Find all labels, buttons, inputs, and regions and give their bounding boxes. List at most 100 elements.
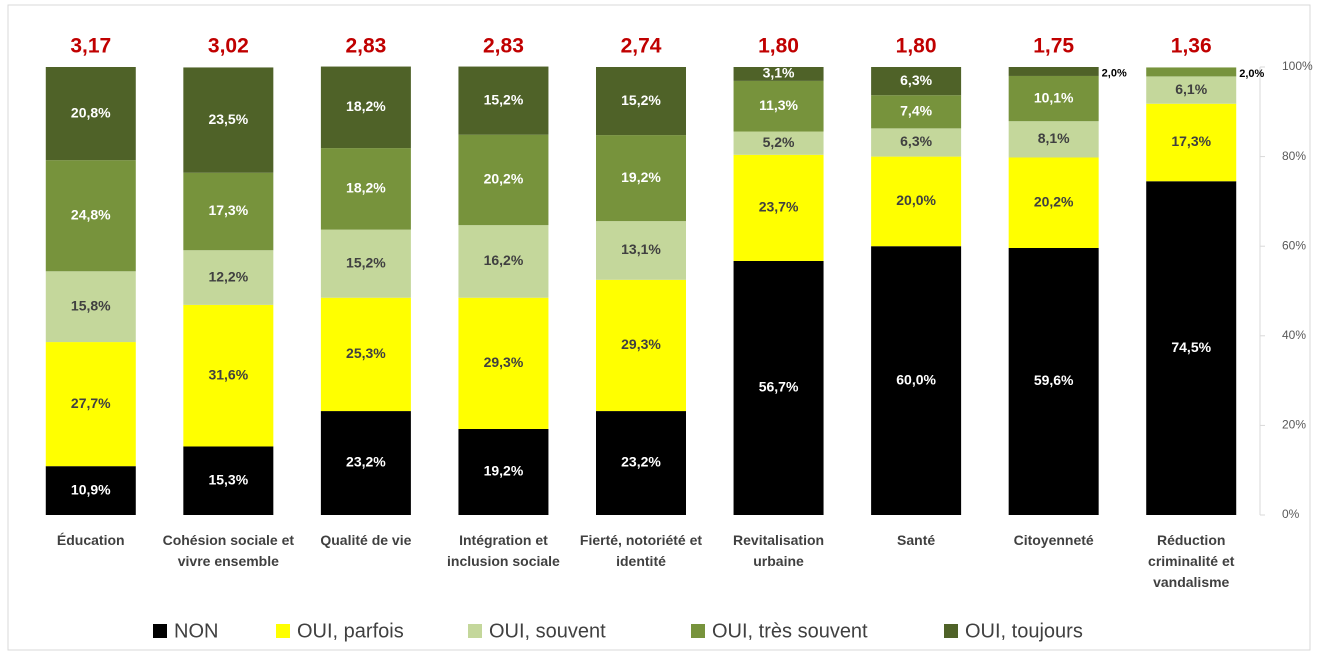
value-label: 74,5% xyxy=(1171,339,1211,355)
bar-segment xyxy=(1008,67,1099,76)
legend-swatch xyxy=(468,624,482,638)
bar-segment xyxy=(183,250,274,305)
value-label: 15,3% xyxy=(208,471,248,487)
y-tick-label: 100% xyxy=(1282,59,1313,73)
value-label: 19,2% xyxy=(621,169,661,185)
bar-segment xyxy=(596,279,686,412)
y-tick-label: 0% xyxy=(1282,507,1300,521)
score-label: 2,83 xyxy=(483,35,524,58)
value-label: 18,2% xyxy=(346,180,386,196)
x-tick-label: Fierté, notoriété et identité xyxy=(579,532,703,569)
value-label: 60,0% xyxy=(896,371,936,387)
value-label: 23,2% xyxy=(621,454,661,470)
legend-swatch xyxy=(691,624,705,638)
bar-segment xyxy=(733,67,824,81)
value-label: 20,0% xyxy=(896,192,936,208)
bar-segment xyxy=(45,342,136,467)
value-label: 6,3% xyxy=(900,72,932,88)
bar-segment xyxy=(871,246,962,515)
value-label: 11,3% xyxy=(759,97,798,113)
bar-segment xyxy=(733,131,824,155)
value-label: 8,1% xyxy=(1038,130,1070,146)
bar-segment xyxy=(596,411,686,515)
score-label: 1,75 xyxy=(1033,35,1074,58)
bar-segment xyxy=(1008,121,1099,158)
bar-segment xyxy=(596,221,686,280)
bar-segment xyxy=(1008,247,1099,515)
x-tick-label: Éducation xyxy=(56,532,125,548)
bar-segment xyxy=(596,67,686,136)
value-label: 10,9% xyxy=(71,481,111,497)
value-label: 27,7% xyxy=(71,395,111,411)
value-label: 15,2% xyxy=(621,92,661,108)
bar-segment xyxy=(871,128,962,157)
value-label: 19,2% xyxy=(484,463,524,479)
bar-segment xyxy=(320,411,411,515)
bar-segment xyxy=(1008,157,1099,248)
value-label: 29,3% xyxy=(621,336,661,352)
value-label: 20,2% xyxy=(484,171,524,187)
legend-label: OUI, très souvent xyxy=(712,620,868,642)
bar-segment xyxy=(45,160,136,272)
bar-segment xyxy=(871,156,962,247)
value-label: 29,3% xyxy=(484,354,524,370)
bar-segment xyxy=(1146,103,1237,182)
bar-segment xyxy=(1146,67,1237,77)
chart-frame xyxy=(7,4,1311,651)
x-tick-label: Santé xyxy=(897,532,936,548)
value-label: 7,4% xyxy=(900,103,932,119)
legend-label: OUI, souvent xyxy=(489,620,606,642)
x-tick-label: Citoyenneté xyxy=(1013,532,1094,548)
value-label: 6,3% xyxy=(900,133,932,149)
bar-segment xyxy=(45,466,136,515)
bar-segment xyxy=(458,428,549,515)
legend-label: OUI, parfois xyxy=(297,620,404,642)
value-label: 10,1% xyxy=(1034,89,1074,105)
x-tick-label: Qualité de vie xyxy=(320,532,412,548)
value-label: 20,2% xyxy=(1034,193,1074,209)
bar-segment xyxy=(1008,75,1099,122)
bar-segment xyxy=(1146,76,1237,104)
y-tick-label: 40% xyxy=(1282,328,1306,342)
bar-segment xyxy=(458,297,549,429)
x-tick-label: Intégration et inclusion sociale xyxy=(447,532,560,569)
value-label: 16,2% xyxy=(484,252,524,268)
y-tick-label: 80% xyxy=(1282,149,1306,163)
value-label: 20,8% xyxy=(71,104,111,120)
score-label: 2,83 xyxy=(345,35,386,58)
bar-segment xyxy=(871,95,962,129)
bar-segment xyxy=(458,225,549,298)
bar-segment xyxy=(733,154,824,261)
bar-segment xyxy=(458,66,549,135)
bar-segment xyxy=(183,446,274,515)
score-label: 1,80 xyxy=(758,35,799,58)
bar-segment xyxy=(1146,181,1237,516)
value-label: 12,2% xyxy=(208,268,248,284)
x-tick-label: Cohésion sociale et vivre ensemble xyxy=(162,532,295,569)
score-label: 3,17 xyxy=(70,35,111,58)
value-label: 23,5% xyxy=(208,111,248,127)
bar-segment xyxy=(733,260,824,515)
score-label: 1,36 xyxy=(1171,35,1212,58)
bar-segment xyxy=(596,135,686,222)
legend-label: NON xyxy=(174,620,218,642)
value-label: 15,8% xyxy=(71,297,111,313)
value-label: 18,2% xyxy=(346,98,386,114)
value-label: 31,6% xyxy=(208,366,248,382)
value-label: 15,2% xyxy=(346,254,386,270)
bar-segment xyxy=(320,297,411,412)
score-label: 3,02 xyxy=(208,35,249,58)
value-label: 5,2% xyxy=(763,134,795,150)
bar-segment xyxy=(183,172,274,251)
bar-segment xyxy=(733,80,824,132)
bar-segment xyxy=(45,271,136,343)
value-label: 23,7% xyxy=(759,199,799,215)
bar-segment xyxy=(320,148,411,230)
legend-swatch xyxy=(153,624,167,638)
value-label: 2,0% xyxy=(1102,67,1127,79)
legend-label: OUI, toujours xyxy=(965,620,1083,642)
value-label: 15,2% xyxy=(484,91,524,107)
bar-segment xyxy=(458,134,549,226)
